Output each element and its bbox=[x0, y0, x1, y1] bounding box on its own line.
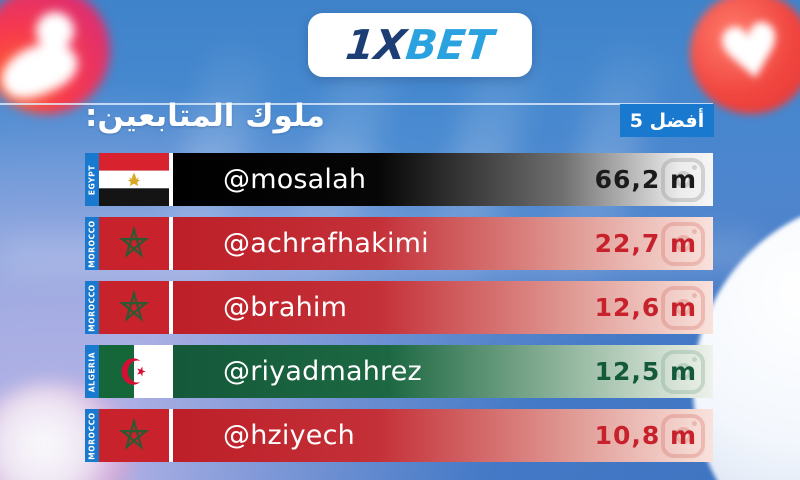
heart-glyph: ♥ bbox=[710, 4, 792, 102]
camera-dot bbox=[692, 164, 697, 170]
camera-lens bbox=[674, 363, 692, 380]
flag-divider bbox=[169, 217, 173, 270]
camera-lens bbox=[674, 427, 692, 444]
player-handle: @achrafhakimi bbox=[223, 228, 429, 259]
row-bar: @riyadmahrez 12,5 m bbox=[173, 345, 713, 398]
country-strip: MOROCCO bbox=[85, 281, 99, 334]
player-handle: @brahim bbox=[223, 292, 348, 323]
country-label: MOROCCO bbox=[87, 411, 97, 460]
leaderboard-row-brahim: MOROCCO @brahim 12,6 m bbox=[85, 281, 713, 334]
country-strip: MOROCCO bbox=[85, 217, 99, 270]
leaderboard: EGYPT @mosalah 66,2 m MOROCCO bbox=[85, 153, 713, 473]
camera-lens bbox=[674, 235, 692, 252]
country-label: EGYPT bbox=[87, 164, 97, 195]
instagram-camera-icon bbox=[661, 349, 705, 394]
morocco-flag bbox=[99, 409, 169, 462]
row-bar: @mosalah 66,2 m bbox=[173, 153, 713, 206]
logo-part-1x: 1X bbox=[343, 21, 409, 69]
country-strip: ALGERIA bbox=[85, 345, 99, 398]
country-strip: MOROCCO bbox=[85, 409, 99, 462]
algeria-flag bbox=[99, 345, 169, 398]
followers-count: 12,5 m bbox=[594, 357, 697, 386]
flag-divider bbox=[169, 281, 173, 334]
top5-badge: أفضل 5 bbox=[620, 104, 714, 137]
page-title: ملوك المتابعين: bbox=[85, 98, 325, 134]
country-label: MOROCCO bbox=[87, 283, 97, 332]
instagram-camera-icon bbox=[661, 413, 705, 458]
row-bar: @hziyech 10,8 m bbox=[173, 409, 713, 462]
flag-divider bbox=[169, 153, 173, 206]
morocco-flag bbox=[99, 281, 169, 334]
1xbet-logo: 1XBET bbox=[308, 13, 532, 77]
logo-text: 1XBET bbox=[344, 21, 496, 69]
egypt-flag bbox=[99, 153, 169, 206]
row-bar: @brahim 12,6 m bbox=[173, 281, 713, 334]
player-handle: @riyadmahrez bbox=[223, 356, 422, 387]
leaderboard-row-achrafhakimi: MOROCCO @achrafhakimi 22,7 m bbox=[85, 217, 713, 270]
instagram-camera-icon bbox=[661, 157, 705, 202]
leaderboard-row-mosalah: EGYPT @mosalah 66,2 m bbox=[85, 153, 713, 206]
morocco-flag bbox=[99, 217, 169, 270]
flag-divider bbox=[169, 409, 173, 462]
followers-count: 10,8 m bbox=[594, 421, 697, 450]
leaderboard-row-hziyech: MOROCCO @hziyech 10,8 m bbox=[85, 409, 713, 462]
logo-part-bet: BET bbox=[403, 21, 497, 69]
instagram-camera-icon bbox=[661, 285, 705, 330]
country-strip: EGYPT bbox=[85, 153, 99, 206]
leaderboard-row-riyadmahrez: ALGERIA @riyadmahrez 12,5 m bbox=[85, 345, 713, 398]
followers-count: 22,7 m bbox=[594, 229, 697, 258]
player-handle: @mosalah bbox=[223, 164, 367, 195]
camera-dot bbox=[692, 228, 697, 234]
followers-count: 12,6 m bbox=[594, 293, 697, 322]
player-handle: @hziyech bbox=[223, 420, 355, 451]
country-label: ALGERIA bbox=[87, 351, 97, 392]
country-label: MOROCCO bbox=[87, 219, 97, 268]
camera-lens bbox=[674, 171, 692, 188]
flag-divider bbox=[169, 345, 173, 398]
camera-lens bbox=[674, 299, 692, 316]
header-divider-line bbox=[0, 103, 713, 105]
user-body-shape bbox=[0, 33, 85, 107]
user-profile-icon bbox=[0, 0, 110, 114]
followers-count: 66,2 m bbox=[594, 165, 697, 194]
instagram-camera-icon bbox=[661, 221, 705, 266]
camera-dot bbox=[692, 292, 697, 298]
heart-like-icon: ♥ bbox=[690, 0, 800, 114]
row-bar: @achrafhakimi 22,7 m bbox=[173, 217, 713, 270]
camera-dot bbox=[692, 356, 697, 362]
camera-dot bbox=[692, 420, 697, 426]
